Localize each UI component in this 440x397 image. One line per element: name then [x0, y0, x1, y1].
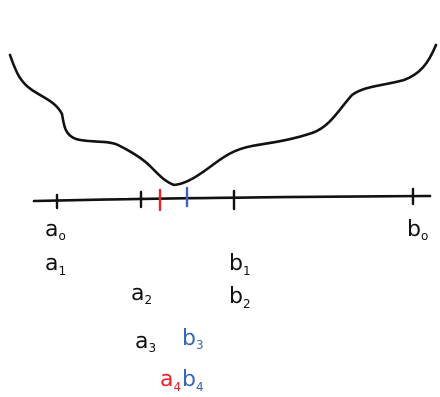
label-b1: b1: [229, 251, 251, 278]
label-a4: a4: [160, 367, 181, 394]
function-curve: [8, 43, 438, 187]
label-a3: a3: [135, 329, 156, 355]
label-a1: a1: [45, 251, 66, 278]
label-b2: b2: [229, 284, 251, 311]
x-axis: [32, 194, 432, 203]
label-b0: bo: [407, 217, 428, 243]
label-b3: b3: [182, 326, 204, 352]
label-a2: a2: [131, 281, 152, 307]
label-a0: ao: [45, 217, 66, 243]
label-b4: b4: [182, 367, 204, 394]
